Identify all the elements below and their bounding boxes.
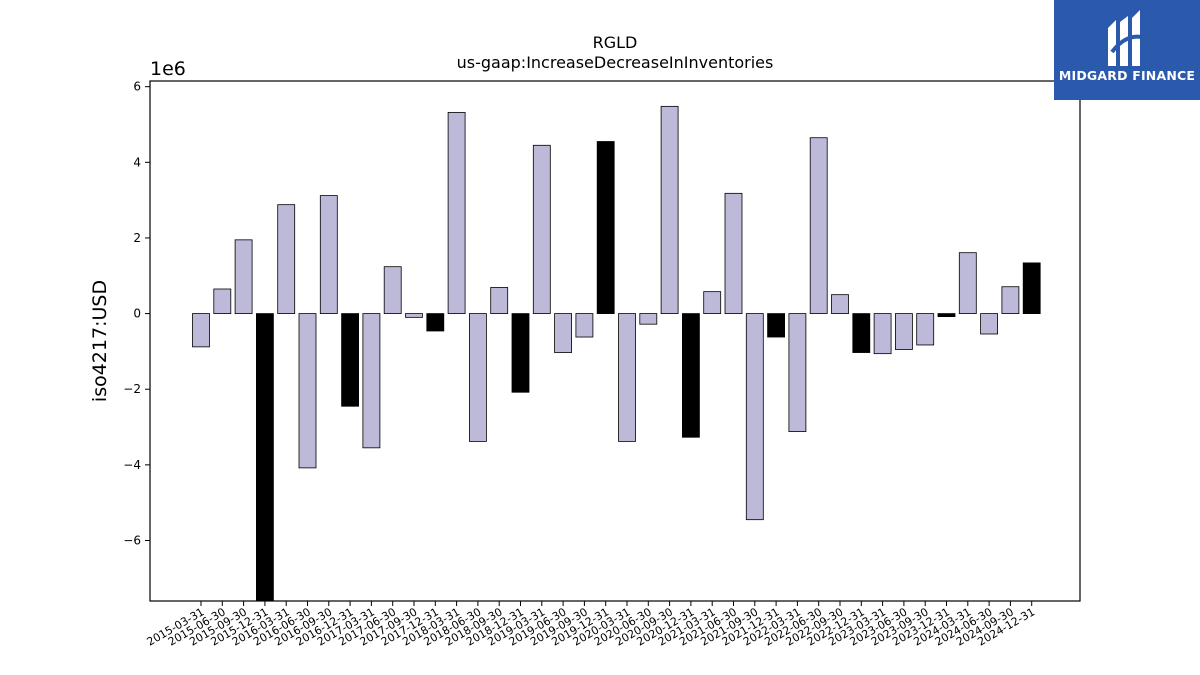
bar-2020-09-30 xyxy=(660,105,679,314)
bar-2021-12-31 xyxy=(767,313,785,338)
y-tick-label: 4 xyxy=(133,155,141,169)
bar-2024-03-31 xyxy=(958,252,977,314)
bar-2016-09-30 xyxy=(319,195,338,314)
bar-2023-06-30 xyxy=(895,313,913,350)
bar-2022-09-30 xyxy=(831,294,849,314)
bar-2017-12-31 xyxy=(426,313,445,332)
bar-2023-09-30 xyxy=(916,313,935,346)
y-tick-label: −4 xyxy=(123,458,141,472)
bar-2018-06-30 xyxy=(468,313,487,442)
bar-2024-09-30 xyxy=(1001,286,1020,314)
bar-2019-06-30 xyxy=(554,313,572,353)
bar-2021-03-31 xyxy=(703,291,722,314)
bar-2023-12-31 xyxy=(937,313,956,318)
bar-2020-06-30 xyxy=(639,313,658,325)
bar-2020-12-31 xyxy=(682,313,700,438)
bar-2021-06-30 xyxy=(724,192,743,314)
bar-2018-09-30 xyxy=(490,287,509,314)
logo-text: MIDGARD FINANCE xyxy=(1058,68,1196,83)
bar-2024-06-30 xyxy=(980,313,998,335)
x-ticks-group: 2015-03-312015-06-302015-09-302015-12-31… xyxy=(145,601,1037,649)
y-tick-label: 6 xyxy=(133,80,141,94)
bar-2017-06-30 xyxy=(383,266,402,314)
bar-2016-12-31 xyxy=(341,313,360,407)
midgard-logo-icon xyxy=(1108,10,1147,66)
bar-2016-03-31 xyxy=(277,204,296,314)
y-tick-label: 0 xyxy=(133,307,141,321)
bar-2016-06-30 xyxy=(298,313,317,469)
y-tick-label: −6 xyxy=(123,533,141,547)
bar-2022-12-31 xyxy=(852,313,871,353)
brand-logo: MIDGARD FINANCE xyxy=(1054,0,1200,100)
y-tick-label: −2 xyxy=(123,382,141,396)
bars-group xyxy=(192,105,1041,602)
bar-2022-06-30 xyxy=(809,137,828,314)
bar-2019-03-31 xyxy=(532,144,551,314)
bar-2019-09-30 xyxy=(575,313,594,338)
y-axis-multiplier: 1e6 xyxy=(150,58,186,80)
bar-2018-03-31 xyxy=(447,111,466,314)
bar-2021-09-30 xyxy=(745,313,764,521)
bar-2017-09-30 xyxy=(405,313,423,318)
bar-2015-09-30 xyxy=(234,239,253,314)
bar-2017-03-31 xyxy=(362,313,381,449)
y-tick-label: 2 xyxy=(133,231,141,245)
bar-2020-03-31 xyxy=(618,313,636,442)
bar-2018-12-31 xyxy=(511,313,530,393)
bar-2015-03-31 xyxy=(192,313,210,348)
y-ticks-group: −6 −4 −2 0 2 4 6 xyxy=(123,80,150,547)
bar-2024-12-31 xyxy=(1022,262,1041,314)
bar-2015-06-30 xyxy=(213,288,232,314)
bar-2023-03-31 xyxy=(873,313,892,355)
chart-title: RGLD xyxy=(593,33,638,52)
bar-2019-12-31 xyxy=(596,141,615,314)
y-axis-label: iso4217:USD xyxy=(89,280,111,402)
chart-subtitle: us-gaap:IncreaseDecreaseInInventories xyxy=(457,53,774,72)
plot-frame xyxy=(149,80,1081,602)
bar-2022-03-31 xyxy=(788,313,807,432)
bar-2015-12-31 xyxy=(255,313,274,602)
